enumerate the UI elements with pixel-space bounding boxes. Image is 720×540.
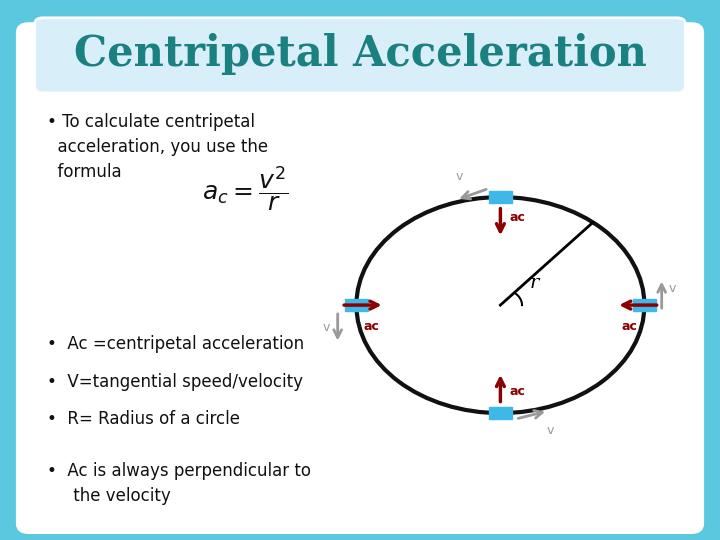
Text: ac: ac (510, 211, 526, 224)
Text: v: v (669, 282, 676, 295)
Text: ac: ac (364, 320, 379, 333)
Text: • To calculate centripetal
  acceleration, you use the
  formula: • To calculate centripetal acceleration,… (47, 113, 268, 181)
Text: $\mathit{a_c} = \dfrac{v^2}{r}$: $\mathit{a_c} = \dfrac{v^2}{r}$ (202, 165, 288, 214)
Text: •  Ac is always perpendicular to
     the velocity: • Ac is always perpendicular to the velo… (47, 462, 311, 505)
Text: ac: ac (621, 320, 637, 333)
Text: •  V=tangential speed/velocity: • V=tangential speed/velocity (47, 373, 303, 390)
Text: •  Ac =centripetal acceleration: • Ac =centripetal acceleration (47, 335, 304, 353)
Text: •  R= Radius of a circle: • R= Radius of a circle (47, 410, 240, 428)
FancyBboxPatch shape (633, 299, 656, 311)
FancyBboxPatch shape (489, 407, 512, 419)
Text: v: v (456, 170, 463, 183)
Text: v: v (546, 424, 554, 437)
FancyBboxPatch shape (18, 24, 702, 532)
Text: Centripetal Acceleration: Centripetal Acceleration (73, 33, 647, 75)
Text: r: r (529, 274, 539, 292)
FancyBboxPatch shape (345, 299, 368, 311)
FancyBboxPatch shape (489, 191, 512, 203)
Text: ac: ac (510, 385, 526, 398)
FancyBboxPatch shape (35, 18, 685, 93)
Text: v: v (323, 321, 330, 334)
